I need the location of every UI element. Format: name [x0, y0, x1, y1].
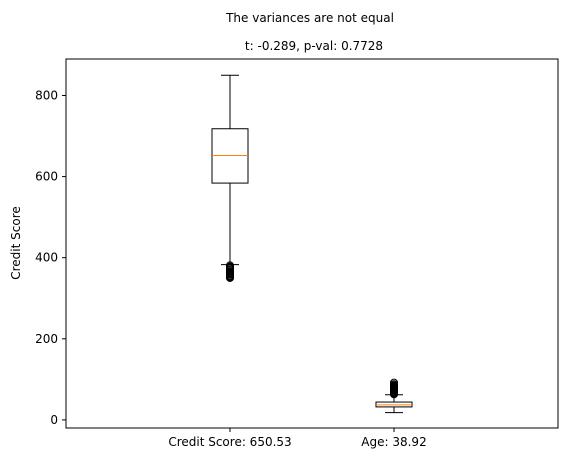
y-tick-label: 400: [35, 251, 58, 265]
y-tick-label: 800: [35, 88, 58, 102]
y-axis-label: Credit Score: [9, 206, 23, 280]
outlier-point: [390, 378, 398, 387]
chart-suptitle: The variances are not equal: [225, 11, 394, 25]
y-tick-label: 600: [35, 170, 58, 184]
x-tick-label: Credit Score: 650.53: [168, 435, 291, 449]
plot-area: 0 200 400 600 800 Credit Score: 650.53 Age: 38…: [35, 58, 559, 449]
y-tick-label: 0: [50, 413, 58, 427]
axes-frame: [65, 58, 559, 429]
outlier-point: [226, 261, 234, 270]
x-tick-label: Age: 38.92: [361, 435, 426, 449]
chart-title: t: -0.289, p-val: 0.7728: [245, 39, 383, 53]
y-tick-label: 200: [35, 332, 58, 346]
